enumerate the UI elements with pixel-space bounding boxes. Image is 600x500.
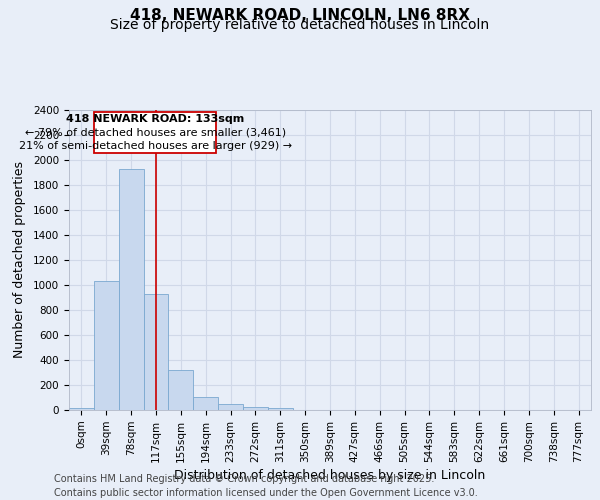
X-axis label: Distribution of detached houses by size in Lincoln: Distribution of detached houses by size … [175,469,485,482]
Bar [94,281,119,410]
Y-axis label: Number of detached properties: Number of detached properties [13,162,26,358]
Bar [218,404,243,410]
Text: 418, NEWARK ROAD, LINCOLN, LN6 8RX: 418, NEWARK ROAD, LINCOLN, LN6 8RX [130,8,470,22]
Text: 418 NEWARK ROAD: 133sqm: 418 NEWARK ROAD: 133sqm [66,114,244,124]
Text: 21% of semi-detached houses are larger (929) →: 21% of semi-detached houses are larger (… [19,140,292,150]
Bar [169,370,193,410]
Text: ← 79% of detached houses are smaller (3,461): ← 79% of detached houses are smaller (3,… [25,128,286,138]
Bar [243,406,268,410]
Bar [94,112,216,153]
Text: Contains HM Land Registry data © Crown copyright and database right 2025.
Contai: Contains HM Land Registry data © Crown c… [54,474,478,498]
Bar [193,397,218,410]
Bar [119,169,143,410]
Bar [143,294,169,410]
Bar [69,408,94,410]
Bar [268,408,293,410]
Text: Size of property relative to detached houses in Lincoln: Size of property relative to detached ho… [110,18,490,32]
